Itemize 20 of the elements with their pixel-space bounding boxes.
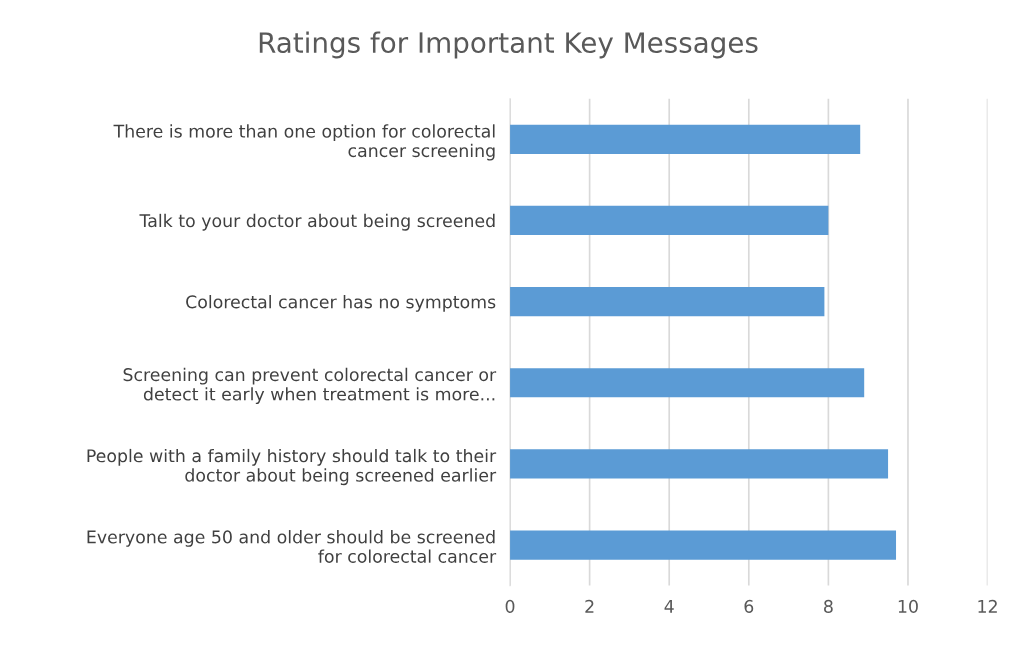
y-tick-label: Talk to your doctor about being screened <box>139 213 495 231</box>
bar <box>510 449 889 479</box>
y-tick-label: People with a family history should talk to their doctor about being screened earlier <box>87 448 497 486</box>
y-tick-label: Screening can prevent colorectal cancer or detect it early when treatment is more... <box>123 367 497 404</box>
bar <box>510 124 861 154</box>
x-tick-label: 10 <box>898 599 918 613</box>
x-tick-label: 2 <box>585 599 594 613</box>
bar <box>510 530 897 560</box>
y-tick-label: Colorectal cancer has no symptoms <box>186 294 496 312</box>
x-tick-label: 6 <box>744 599 754 613</box>
x-tick-label: 12 <box>978 599 997 613</box>
chart-title: Ratings for Important Key Messages <box>259 31 758 59</box>
bar <box>510 368 865 398</box>
x-tick-label: 8 <box>824 599 833 613</box>
bar <box>510 286 825 317</box>
bar <box>510 205 829 236</box>
x-tick-label: 4 <box>664 600 674 613</box>
x-tick-label: 0 <box>505 599 515 613</box>
y-tick-label: There is more than one option for colorectal cancer screening <box>113 124 495 161</box>
y-tick-label: Everyone age 50 and older should be screened for colorectal cancer <box>87 530 497 563</box>
